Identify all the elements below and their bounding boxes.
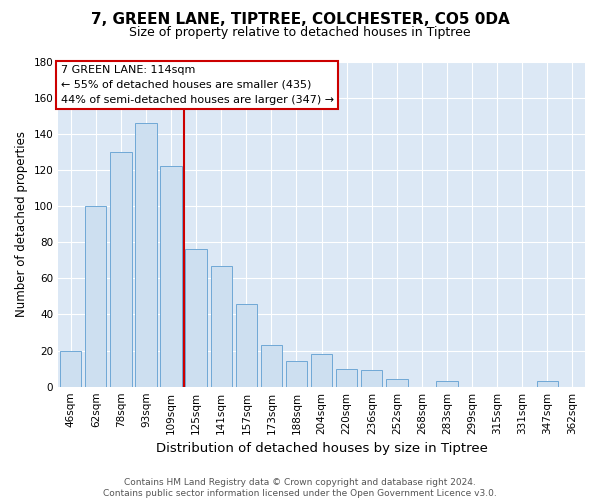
Bar (211, 266, 232, 386)
Bar (436, 382, 458, 386)
Text: 7, GREEN LANE, TIPTREE, COLCHESTER, CO5 0DA: 7, GREEN LANE, TIPTREE, COLCHESTER, CO5 … (91, 12, 509, 28)
Bar (185, 250, 207, 386)
Bar (537, 382, 558, 386)
X-axis label: Distribution of detached houses by size in Tiptree: Distribution of detached houses by size … (155, 442, 488, 455)
Bar (386, 380, 407, 386)
Bar (261, 345, 282, 387)
Bar (311, 354, 332, 386)
Bar (136, 123, 157, 386)
Bar (85, 206, 106, 386)
Bar (160, 166, 182, 386)
Bar (60, 350, 82, 386)
Bar (286, 362, 307, 386)
Bar (361, 370, 382, 386)
Text: 7 GREEN LANE: 114sqm
← 55% of detached houses are smaller (435)
44% of semi-deta: 7 GREEN LANE: 114sqm ← 55% of detached h… (61, 65, 334, 104)
Y-axis label: Number of detached properties: Number of detached properties (15, 131, 28, 317)
Text: Contains HM Land Registry data © Crown copyright and database right 2024.
Contai: Contains HM Land Registry data © Crown c… (103, 478, 497, 498)
Bar (336, 368, 358, 386)
Bar (110, 152, 131, 386)
Text: Size of property relative to detached houses in Tiptree: Size of property relative to detached ho… (129, 26, 471, 39)
Bar (236, 304, 257, 386)
